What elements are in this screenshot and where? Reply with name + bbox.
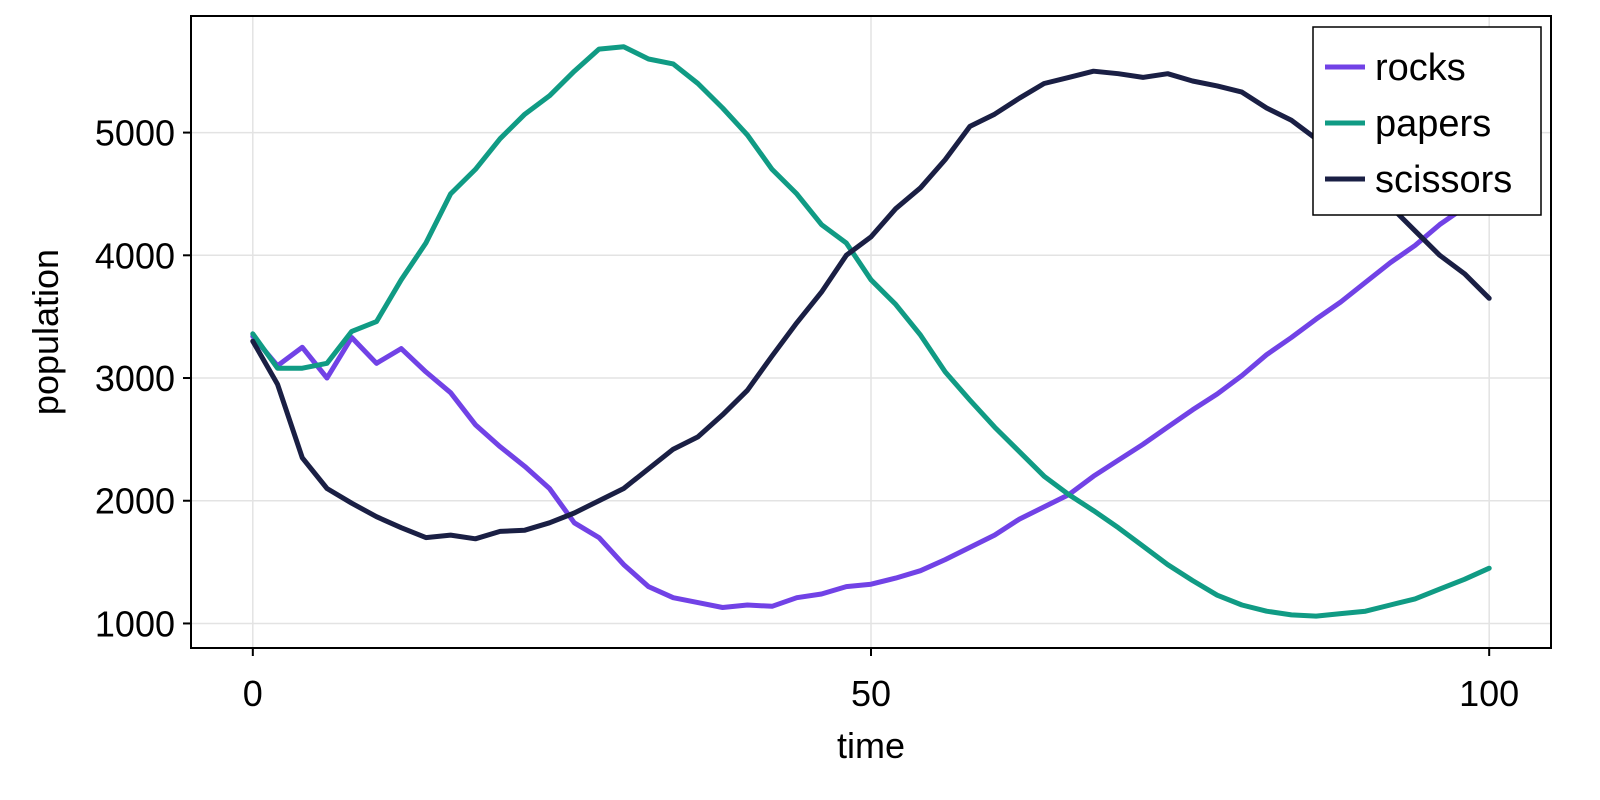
x-axis-label: time — [837, 725, 905, 766]
papers-series-line — [250, 44, 1492, 619]
rocks-series-line — [250, 191, 1492, 610]
y-tick-label: 4000 — [95, 235, 175, 276]
y-tick-label: 2000 — [95, 481, 175, 522]
scissors-series-line — [250, 68, 1492, 542]
x-tick-label: 50 — [851, 673, 891, 714]
legend: rocks papers scissors — [1312, 26, 1542, 216]
y-tick-label: 1000 — [95, 603, 175, 644]
y-tick-label: 5000 — [95, 113, 175, 154]
legend-label-rocks: rocks — [1375, 47, 1466, 89]
axis-ticks: 0 50 100 1000 2000 3000 4000 5000 — [95, 113, 1519, 714]
data-series — [250, 44, 1492, 619]
legend-label-scissors: scissors — [1375, 159, 1512, 201]
y-axis-label: population — [25, 249, 66, 415]
x-tick-label: 100 — [1459, 673, 1519, 714]
legend-label-papers: papers — [1375, 103, 1491, 145]
y-tick-label: 3000 — [95, 358, 175, 399]
x-tick-label: 0 — [243, 673, 263, 714]
